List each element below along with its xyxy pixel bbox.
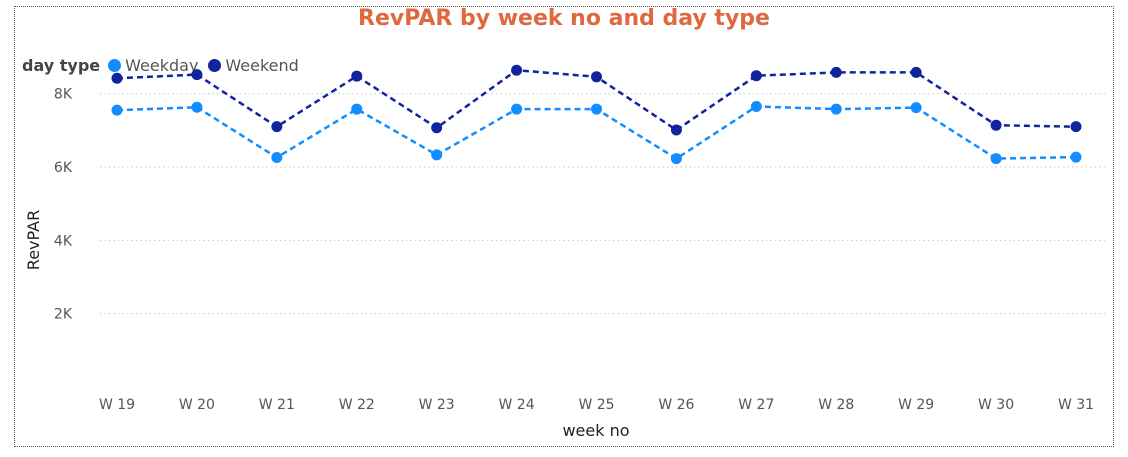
data-point-weekday[interactable] xyxy=(830,103,842,115)
series-points xyxy=(111,64,1082,165)
data-point-weekday[interactable] xyxy=(670,153,682,165)
x-tick-label: W 27 xyxy=(738,397,774,413)
legend-label-weekend: Weekend xyxy=(225,56,299,75)
x-tick-label: W 23 xyxy=(419,397,455,413)
legend-marker-weekend xyxy=(208,59,222,72)
legend: day type Weekday Weekend xyxy=(22,56,309,75)
gridlines xyxy=(100,93,1108,315)
data-point-weekday[interactable] xyxy=(1070,151,1082,163)
data-point-weekend[interactable] xyxy=(511,64,523,76)
data-point-weekday[interactable] xyxy=(351,103,363,115)
data-point-weekday[interactable] xyxy=(191,101,203,113)
legend-title: day type xyxy=(22,56,101,75)
x-tick-label: W 21 xyxy=(259,397,295,413)
data-point-weekend[interactable] xyxy=(351,70,363,82)
x-tick-label: W 28 xyxy=(818,397,854,413)
x-tick-label: W 30 xyxy=(978,397,1014,413)
x-tick-label: W 19 xyxy=(99,397,135,413)
x-tick-label: W 24 xyxy=(499,397,535,413)
data-point-weekend[interactable] xyxy=(191,69,203,81)
y-axis-ticks: 2K 4K 6K 8K xyxy=(54,87,73,323)
data-point-weekend[interactable] xyxy=(1070,121,1082,133)
data-point-weekend[interactable] xyxy=(591,71,602,83)
x-axis-ticks: W 19 W 20 W 21 W 22 W 23 W 24 W 25 W 26 W 27 W 28… xyxy=(99,397,1094,413)
x-tick-label: W 25 xyxy=(578,397,614,413)
y-tick-label: 6K xyxy=(54,160,73,176)
legend-item-weekend[interactable]: Weekend xyxy=(208,56,299,75)
y-tick-label: 2K xyxy=(54,307,73,323)
legend-marker-weekday xyxy=(108,59,122,72)
data-point-weekend[interactable] xyxy=(910,66,922,78)
chart-frame xyxy=(14,6,1114,447)
data-point-weekday[interactable] xyxy=(750,101,762,112)
legend-label-weekday: Weekday xyxy=(125,56,199,75)
data-point-weekday[interactable] xyxy=(990,153,1002,165)
data-point-weekday[interactable] xyxy=(431,149,443,161)
legend-item-weekday[interactable]: Weekday xyxy=(108,56,198,75)
data-point-weekend[interactable] xyxy=(271,121,283,133)
data-point-weekend[interactable] xyxy=(111,72,123,84)
x-tick-label: W 20 xyxy=(179,397,215,413)
data-point-weekday[interactable] xyxy=(511,103,523,115)
data-point-weekday[interactable] xyxy=(271,151,283,163)
y-axis-title: RevPAR xyxy=(24,210,43,270)
y-tick-label: 8K xyxy=(54,87,73,103)
data-point-weekend[interactable] xyxy=(750,70,762,82)
y-tick-label: 4K xyxy=(54,233,73,249)
x-tick-label: W 22 xyxy=(339,397,375,413)
x-tick-label: W 29 xyxy=(898,397,934,413)
x-tick-label: W 26 xyxy=(658,397,694,413)
data-point-weekend[interactable] xyxy=(670,124,682,136)
data-point-weekday[interactable] xyxy=(910,102,922,114)
data-point-weekend[interactable] xyxy=(431,122,443,134)
data-point-weekend[interactable] xyxy=(990,119,1002,131)
x-tick-label: W 31 xyxy=(1058,397,1094,413)
data-point-weekend[interactable] xyxy=(830,66,842,78)
data-point-weekday[interactable] xyxy=(591,103,602,115)
chart-title: RevPAR by week no and day type xyxy=(358,6,770,31)
x-axis-title: week no xyxy=(562,421,629,440)
data-point-weekday[interactable] xyxy=(111,104,123,116)
